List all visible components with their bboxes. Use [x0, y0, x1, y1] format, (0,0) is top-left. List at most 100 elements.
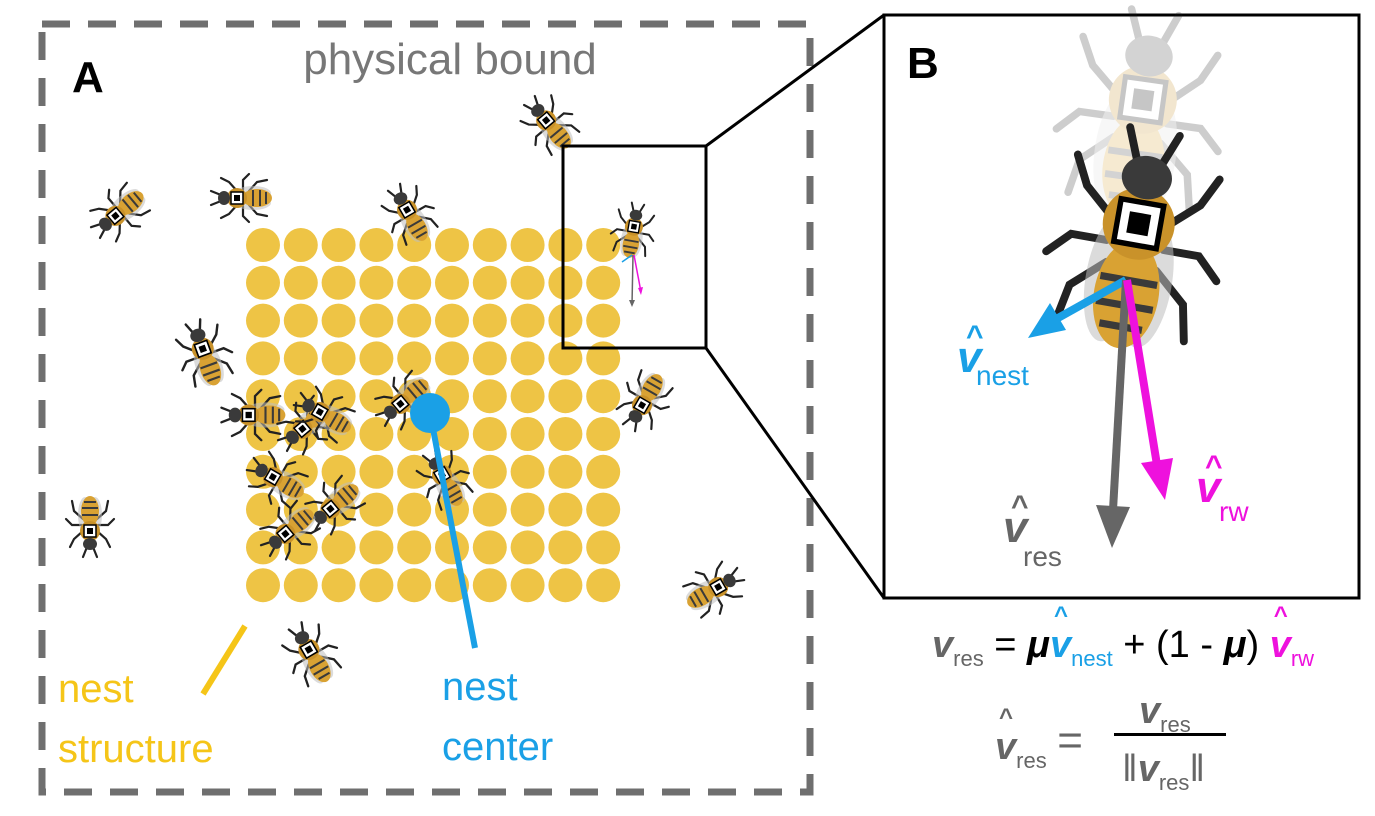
nest-cell — [510, 492, 545, 527]
nest-structure-label-line1: nest — [58, 667, 134, 711]
eq2-numerator: vres — [1139, 690, 1191, 737]
nest-cell — [283, 341, 318, 376]
eq1-mu: μ — [1027, 624, 1050, 666]
nest-cell — [548, 454, 583, 489]
nest-cell — [510, 265, 545, 300]
nest-cell — [510, 568, 545, 603]
eq1-v-res: v — [932, 624, 954, 666]
nest-cell — [472, 530, 507, 565]
bee-swarm — [64, 83, 754, 696]
label-v-res: ^ v res — [1003, 490, 1062, 572]
nest-cell — [359, 265, 394, 300]
eq2-den-bar-left: ‖ — [1122, 748, 1138, 790]
eq1-hat-nest: ^ — [1053, 602, 1068, 629]
nest-cell — [359, 530, 394, 565]
nest-center-dot — [410, 393, 450, 433]
nest-cell — [435, 228, 469, 262]
svg-text:res: res — [1023, 541, 1062, 572]
nest-cell — [548, 379, 583, 414]
eq1-hat-rw: ^ — [1273, 602, 1288, 629]
nest-cell — [397, 265, 432, 300]
nest-cell — [510, 303, 545, 338]
nest-cell — [472, 265, 507, 300]
nest-cell — [586, 417, 621, 451]
nest-cell — [510, 417, 545, 451]
svg-text:rw: rw — [1219, 496, 1249, 527]
svg-text:^: ^ — [1205, 450, 1223, 483]
eq2-v-symbol: v — [995, 726, 1017, 768]
nest-cell — [321, 454, 356, 489]
eq2-lhs-sub: res — [1016, 748, 1047, 773]
nest-cell — [472, 454, 507, 489]
nest-cell — [397, 568, 432, 603]
panel-a-letter: A — [72, 53, 104, 102]
nest-cell — [321, 568, 356, 603]
panel-b-frame — [882, 13, 1361, 600]
zoom-region — [561, 144, 708, 350]
label-v-rw: ^ v rw — [1196, 450, 1249, 527]
nest-cell — [548, 417, 583, 451]
nest-cell — [359, 379, 394, 414]
nest-cell — [472, 228, 507, 262]
nest-cell — [397, 492, 432, 527]
equation-normalized: ^ vres = — [995, 700, 1083, 773]
nest-cell — [359, 228, 394, 262]
eq1-v-nest-symbol: v — [1049, 624, 1072, 666]
nest-cell — [359, 417, 394, 451]
nest-cell — [586, 379, 621, 414]
eq2-den-sub: res — [1158, 770, 1190, 795]
nest-cell — [548, 341, 583, 376]
equation-resultant: vres = μ ^ vnest + (1 - μ) ^ vrw — [932, 602, 1314, 671]
mini-vectors — [621, 254, 643, 307]
nest-cell — [321, 530, 356, 565]
vector-nest-arrow — [1028, 276, 1128, 338]
vector-rw-arrow — [1123, 279, 1173, 500]
nest-cell — [435, 530, 469, 565]
nest-center-label-line1: nest — [442, 665, 518, 709]
eq1-mu2: μ — [1223, 624, 1247, 666]
eq1-equals: = — [994, 624, 1017, 666]
eq2-num-sub: res — [1160, 712, 1191, 737]
zoom-connector-bottom — [704, 347, 886, 599]
physical-bound-label: physical bound — [303, 35, 597, 84]
nest-cell — [246, 568, 280, 603]
nest-cell — [283, 265, 318, 300]
nest-cell — [548, 568, 583, 603]
nest-cell — [586, 303, 621, 338]
nest-cell — [586, 568, 621, 603]
nest-cell — [510, 379, 545, 414]
eq1-paren-close: ) — [1246, 624, 1260, 666]
nest-cell — [586, 265, 621, 300]
nest-cell — [472, 341, 507, 376]
nest-cell — [472, 492, 507, 527]
nest-cell — [548, 530, 583, 565]
eq2-hat: ^ — [999, 704, 1014, 731]
nest-cell — [548, 265, 583, 300]
nest-cell — [246, 341, 280, 376]
eq1-res-sub: res — [953, 646, 984, 671]
nest-cell — [359, 492, 394, 527]
nest-cell — [548, 228, 583, 262]
nest-cell — [283, 228, 318, 262]
zoom-connector-top — [705, 13, 885, 148]
nest-cell — [246, 228, 280, 262]
eq2-den-v: v — [1137, 748, 1159, 790]
nest-cell — [435, 303, 469, 338]
nest-cell — [586, 492, 621, 527]
nest-cell — [321, 341, 356, 376]
nest-cell — [397, 454, 432, 489]
eq1-v-rw: ^ v — [1270, 602, 1291, 667]
nest-cell — [321, 228, 356, 262]
nest-cell — [586, 228, 621, 262]
nest-cell — [359, 454, 394, 489]
nest-cell — [586, 530, 621, 565]
nest-cell — [472, 379, 507, 414]
nest-cell — [359, 303, 394, 338]
eq2-equals: = — [1057, 716, 1083, 765]
eq2-num-v: v — [1139, 690, 1161, 732]
eq1-plus: + — [1123, 624, 1146, 666]
panel-b-letter: B — [907, 39, 939, 88]
svg-text:^: ^ — [966, 320, 984, 353]
nest-cell — [283, 568, 318, 603]
eq2-denominator: ‖vres‖ — [1122, 748, 1205, 795]
